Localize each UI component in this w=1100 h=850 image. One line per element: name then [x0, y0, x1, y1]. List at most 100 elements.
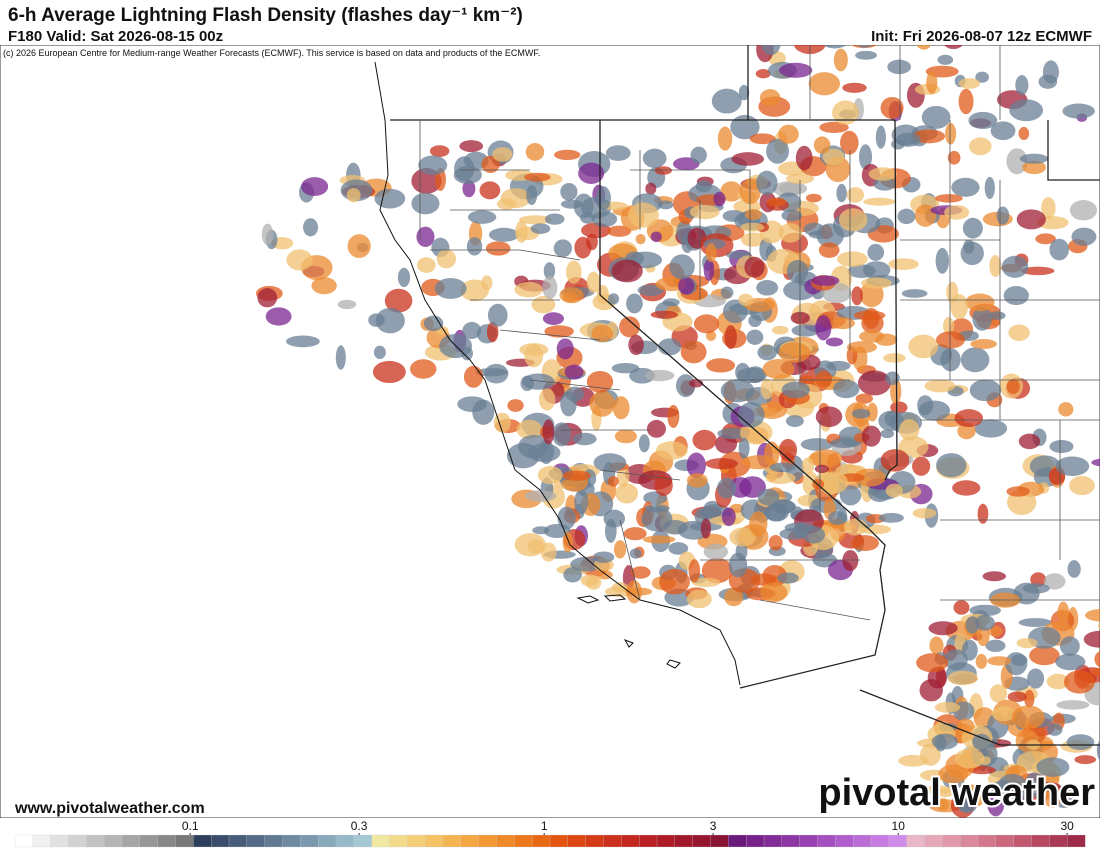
storm-cell	[778, 342, 811, 363]
storm-cell	[1083, 630, 1100, 648]
storm-cell	[346, 188, 361, 203]
storm-cell	[374, 188, 406, 209]
storm-cell	[463, 365, 484, 388]
storm-cell	[692, 429, 717, 451]
storm-cell	[1029, 645, 1060, 666]
storm-cell	[578, 162, 605, 184]
storm-cell	[1059, 636, 1080, 656]
colorbar-swatch	[478, 834, 497, 848]
storm-cell	[970, 339, 997, 349]
storm-cell	[592, 551, 615, 563]
storm-cell	[1043, 789, 1062, 808]
storm-cell	[895, 132, 921, 147]
storm-cell	[1019, 153, 1049, 164]
storm-cell	[689, 204, 720, 220]
storm-cell	[1016, 638, 1038, 649]
colorbar-swatch	[532, 834, 551, 848]
storm-cell	[766, 138, 790, 164]
storm-cell	[650, 310, 678, 319]
storm-cell	[720, 181, 743, 202]
storm-cell	[773, 181, 802, 197]
storm-cell	[585, 575, 602, 590]
storm-cell	[557, 506, 576, 530]
storm-cell	[942, 317, 955, 335]
storm-cell	[524, 343, 544, 368]
storm-cell	[669, 254, 695, 280]
storm-cell	[822, 148, 845, 166]
storm-cell	[846, 187, 865, 203]
storm-cell	[766, 197, 787, 207]
storm-cell	[958, 78, 981, 89]
storm-cell	[968, 111, 998, 130]
storm-cell	[629, 548, 642, 559]
colorbar-swatch	[86, 834, 105, 848]
storm-cell	[646, 419, 666, 438]
storm-cell	[659, 568, 690, 595]
storm-cell	[805, 193, 822, 203]
colorbar-swatch	[942, 834, 961, 848]
storm-cell	[757, 488, 780, 506]
storm-cell	[724, 325, 737, 350]
storm-cell	[863, 197, 896, 206]
storm-cell	[963, 239, 975, 254]
storm-cell	[416, 257, 436, 273]
storm-cell	[921, 105, 951, 129]
storm-cell	[1094, 650, 1100, 668]
storm-cell	[418, 155, 448, 176]
colorbar-swatch	[853, 834, 872, 848]
storm-cell	[791, 324, 820, 337]
storm-cell	[642, 535, 676, 544]
colorbar-swatch	[425, 834, 444, 848]
storm-cell	[795, 145, 813, 171]
colorbar-swatch	[728, 834, 747, 848]
storm-cell	[1036, 757, 1070, 777]
storm-cell	[778, 223, 803, 243]
storm-cell	[566, 260, 582, 284]
storm-cell	[1071, 227, 1097, 246]
storm-cell	[880, 96, 904, 119]
storm-cell	[1035, 233, 1056, 245]
storm-cell	[781, 381, 810, 399]
colorbar-swatch	[763, 834, 783, 848]
storm-cell	[746, 329, 764, 345]
storm-cell	[462, 321, 482, 340]
storm-cell	[825, 337, 844, 347]
storm-cell	[839, 485, 862, 506]
storm-cell	[749, 511, 768, 537]
colorbar-swatch	[121, 834, 141, 848]
storm-cell	[700, 518, 712, 539]
valid-time: F180 Valid: Sat 2026-08-15 00z	[8, 28, 223, 45]
storm-cell	[559, 287, 584, 304]
storm-cell	[703, 500, 722, 519]
storm-cell	[974, 419, 1008, 438]
colorbar-swatch	[389, 834, 408, 848]
storm-cell	[544, 325, 574, 338]
storm-cell	[384, 288, 413, 313]
storm-cell	[968, 765, 996, 775]
colorbar-tick-label: 3	[710, 819, 717, 833]
storm-cell	[686, 589, 712, 609]
storm-cell	[815, 370, 833, 388]
colorbar-swatch	[603, 834, 622, 848]
storm-cell	[493, 412, 511, 433]
storm-cell	[488, 227, 519, 242]
storm-cell	[952, 480, 981, 496]
storm-cell	[693, 314, 720, 334]
storm-cell	[720, 286, 734, 299]
colorbar-swatch	[104, 834, 123, 848]
website: www.pivotalweather.com	[14, 800, 205, 817]
storm-cell	[947, 670, 979, 686]
storm-cell	[373, 345, 386, 360]
storm-cell	[947, 150, 961, 165]
storm-cell	[851, 535, 879, 552]
colorbar-swatch	[995, 834, 1015, 848]
islands	[576, 594, 681, 669]
storm-cell	[638, 434, 650, 453]
storm-cell	[311, 277, 337, 295]
storm-cell	[703, 258, 715, 281]
storm-cell	[1056, 700, 1090, 710]
colorbar-swatch	[870, 834, 890, 848]
storm-cell	[538, 388, 556, 411]
storm-cell	[928, 621, 958, 636]
storm-cell	[1047, 723, 1063, 736]
